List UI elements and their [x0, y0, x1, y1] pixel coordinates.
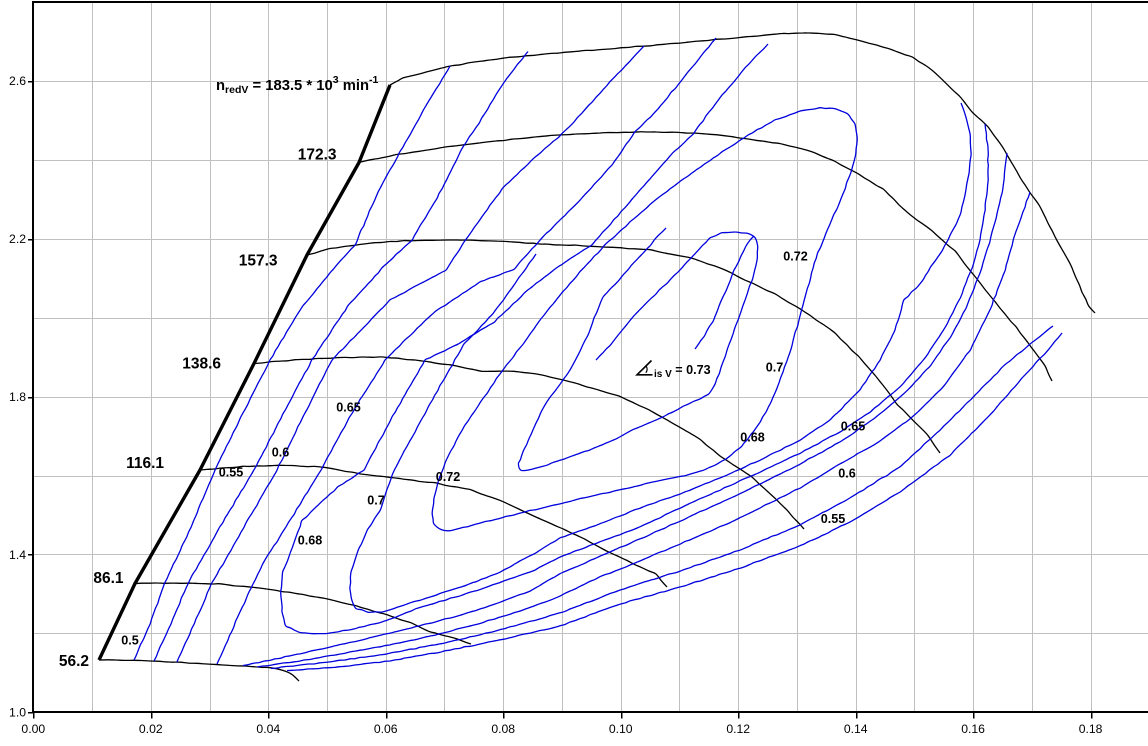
svg-text:0.55: 0.55: [821, 512, 846, 526]
svg-text:0.7: 0.7: [766, 361, 784, 375]
svg-text:157.3: 157.3: [239, 253, 278, 270]
svg-text:1.4: 1.4: [9, 548, 26, 562]
svg-text:0.12: 0.12: [726, 722, 750, 736]
svg-text:0.68: 0.68: [298, 534, 323, 548]
svg-text:0.72: 0.72: [436, 470, 461, 484]
svg-text:0.6: 0.6: [272, 446, 290, 460]
svg-text:1.8: 1.8: [9, 390, 26, 404]
svg-text:0.04: 0.04: [256, 722, 280, 736]
svg-text:0.08: 0.08: [491, 722, 515, 736]
svg-text:0.5: 0.5: [121, 634, 139, 648]
svg-text:nredV = 183.5 * 103 min-1: nredV = 183.5 * 103 min-1: [216, 74, 378, 96]
svg-text:0.68: 0.68: [740, 431, 765, 445]
svg-text:0.16: 0.16: [961, 722, 985, 736]
svg-text:0.06: 0.06: [374, 722, 398, 736]
svg-text:2.6: 2.6: [9, 74, 26, 88]
svg-text:0.65: 0.65: [336, 401, 361, 415]
svg-text:0.6: 0.6: [838, 467, 856, 481]
svg-text:is V = 0.73: is V = 0.73: [654, 363, 711, 380]
svg-text:0.02: 0.02: [139, 722, 163, 736]
svg-text:116.1: 116.1: [126, 455, 164, 472]
svg-text:172.3: 172.3: [298, 147, 337, 164]
svg-text:0.72: 0.72: [783, 250, 808, 264]
svg-text:138.6: 138.6: [182, 356, 221, 373]
svg-text:2.2: 2.2: [9, 232, 26, 246]
svg-text:0.00: 0.00: [21, 722, 45, 736]
svg-text:86.1: 86.1: [93, 570, 124, 587]
svg-text:0.14: 0.14: [844, 722, 868, 736]
svg-text:1.0: 1.0: [9, 706, 26, 720]
svg-text:0.10: 0.10: [609, 722, 633, 736]
svg-text:0.18: 0.18: [1079, 722, 1103, 736]
svg-text:0.65: 0.65: [841, 420, 866, 434]
svg-text:0.7: 0.7: [367, 494, 385, 508]
svg-text:0.55: 0.55: [219, 466, 244, 480]
svg-text:56.2: 56.2: [59, 653, 89, 670]
